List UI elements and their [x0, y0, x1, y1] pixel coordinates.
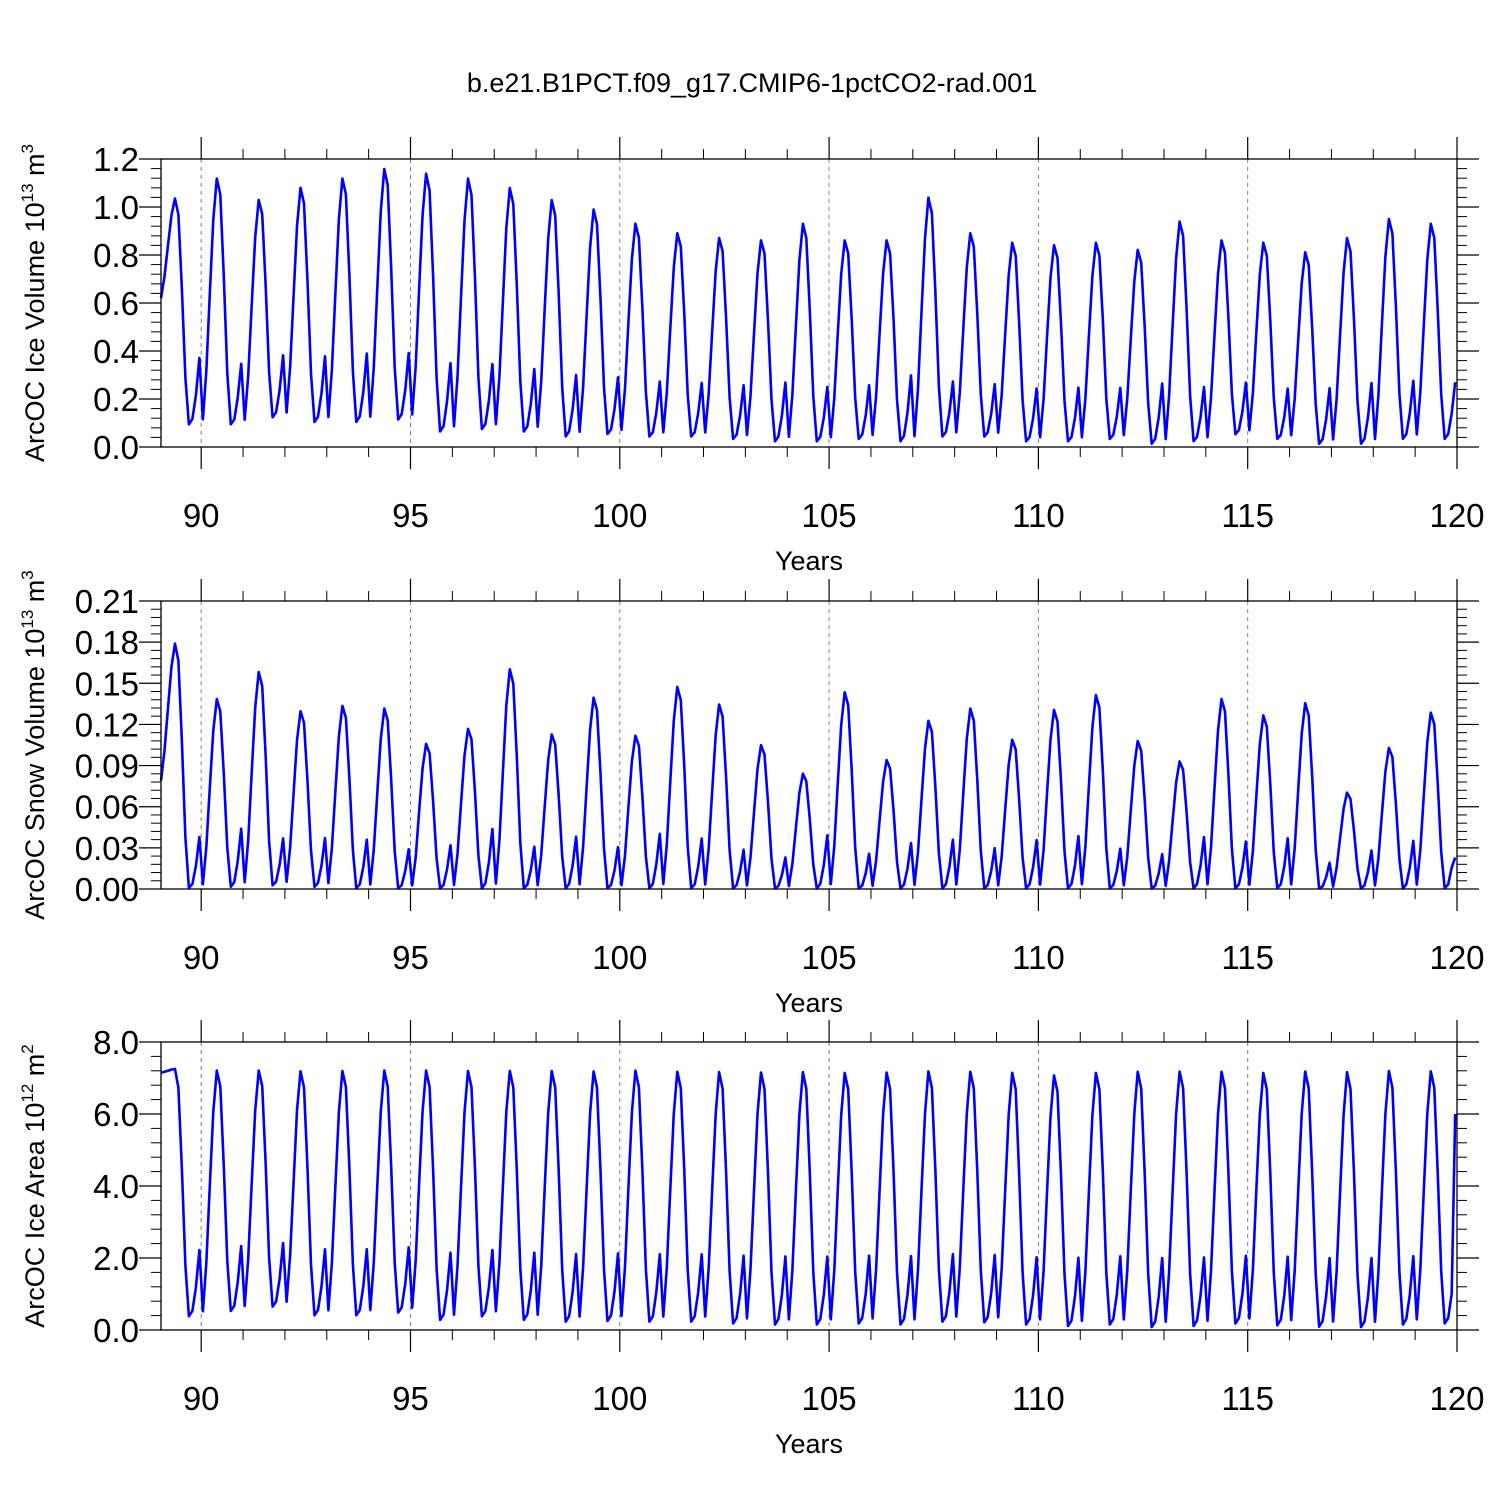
- y-tick-label: 0.06: [75, 789, 139, 826]
- x-tick-label: 110: [1012, 939, 1065, 976]
- x-tick-label: 105: [802, 497, 857, 534]
- x-tick-label: 120: [1429, 497, 1484, 534]
- y-tick-label: 0.0: [93, 1312, 139, 1349]
- y-tick-label: 0.2: [93, 381, 139, 418]
- x-tick-label: 100: [592, 1380, 647, 1417]
- y-axis-label: ArcOC Snow Volume 1013 m3: [18, 570, 50, 920]
- y-tick-label: 0.8: [93, 237, 139, 274]
- chart-panel-3: 90 95 100 105 110 115 120 0.0 2.0 4.0 6.0 8.0 Years A…: [18, 1020, 1485, 1459]
- y-tick-label: 0.6: [93, 285, 139, 322]
- x-tick-label: 95: [392, 939, 429, 976]
- x-tick-label: 115: [1221, 939, 1274, 976]
- x-axis-label: Years: [775, 546, 843, 576]
- series-line: [159, 167, 1457, 446]
- x-tick-label: 120: [1429, 1380, 1484, 1417]
- y-tick-label: 1.0: [93, 189, 139, 226]
- y-axis-label: ArcOC Ice Volume 1013 m3: [18, 144, 50, 462]
- chart-panel-1: 90 95 100 105 110 115 120 0.0 0.2 0.4 0.6 0.8 1.0 1.2…: [18, 137, 1485, 576]
- y-tick-label: 0.4: [93, 333, 139, 370]
- series-line: [159, 642, 1457, 890]
- x-tick-label: 105: [802, 1380, 857, 1417]
- x-axis-label: Years: [775, 988, 843, 1018]
- x-tick-label: 110: [1012, 497, 1065, 534]
- x-tick-label: 105: [802, 939, 857, 976]
- series-line: [160, 1067, 1457, 1329]
- plot-frame: [160, 158, 1458, 448]
- x-tick-label: 115: [1221, 497, 1274, 534]
- x-tick-label: 100: [592, 497, 647, 534]
- y-tick-label: 0.0: [93, 429, 139, 466]
- figure-title: b.e21.B1PCT.f09_g17.CMIP6-1pctCO2-rad.00…: [467, 68, 1037, 98]
- y-tick-label: 0.21: [75, 583, 139, 620]
- y-tick-label: 4.0: [93, 1168, 139, 1205]
- x-tick-label: 115: [1221, 1380, 1274, 1417]
- x-tick-label: 90: [183, 497, 220, 534]
- x-tick-label: 90: [183, 939, 220, 976]
- y-tick-label: 0.15: [75, 665, 139, 702]
- panels: 90 95 100 105 110 115 120 0.0 0.2 0.4 0.6 0.8 1.0 1.2…: [18, 137, 1485, 1459]
- y-tick-label: 0.03: [75, 830, 139, 867]
- plot-frame: [160, 600, 1458, 890]
- y-tick-label: 0.12: [75, 706, 139, 743]
- y-tick-label: 0.09: [75, 748, 139, 785]
- y-tick-label: 1.2: [93, 141, 139, 178]
- chart-panel-2: 90 95 100 105 110 115 120 0.00 0.03 0.06 0.09 0.12 0…: [18, 570, 1485, 1018]
- x-tick-label: 110: [1012, 1380, 1065, 1417]
- x-tick-label: 95: [392, 1380, 429, 1417]
- x-tick-label: 90: [183, 1380, 220, 1417]
- x-tick-label: 100: [592, 939, 647, 976]
- y-axis-label: ArcOC Ice Area 1012 m2: [18, 1044, 50, 1328]
- plot-frame: [160, 1041, 1458, 1331]
- y-tick-label: 2.0: [93, 1240, 139, 1277]
- y-tick-label: 6.0: [93, 1096, 139, 1133]
- x-axis-label: Years: [775, 1429, 843, 1459]
- x-tick-label: 95: [392, 497, 429, 534]
- x-tick-label: 120: [1429, 939, 1484, 976]
- y-tick-label: 0.00: [75, 871, 139, 908]
- y-tick-label: 8.0: [93, 1024, 139, 1061]
- y-tick-label: 0.18: [75, 624, 139, 661]
